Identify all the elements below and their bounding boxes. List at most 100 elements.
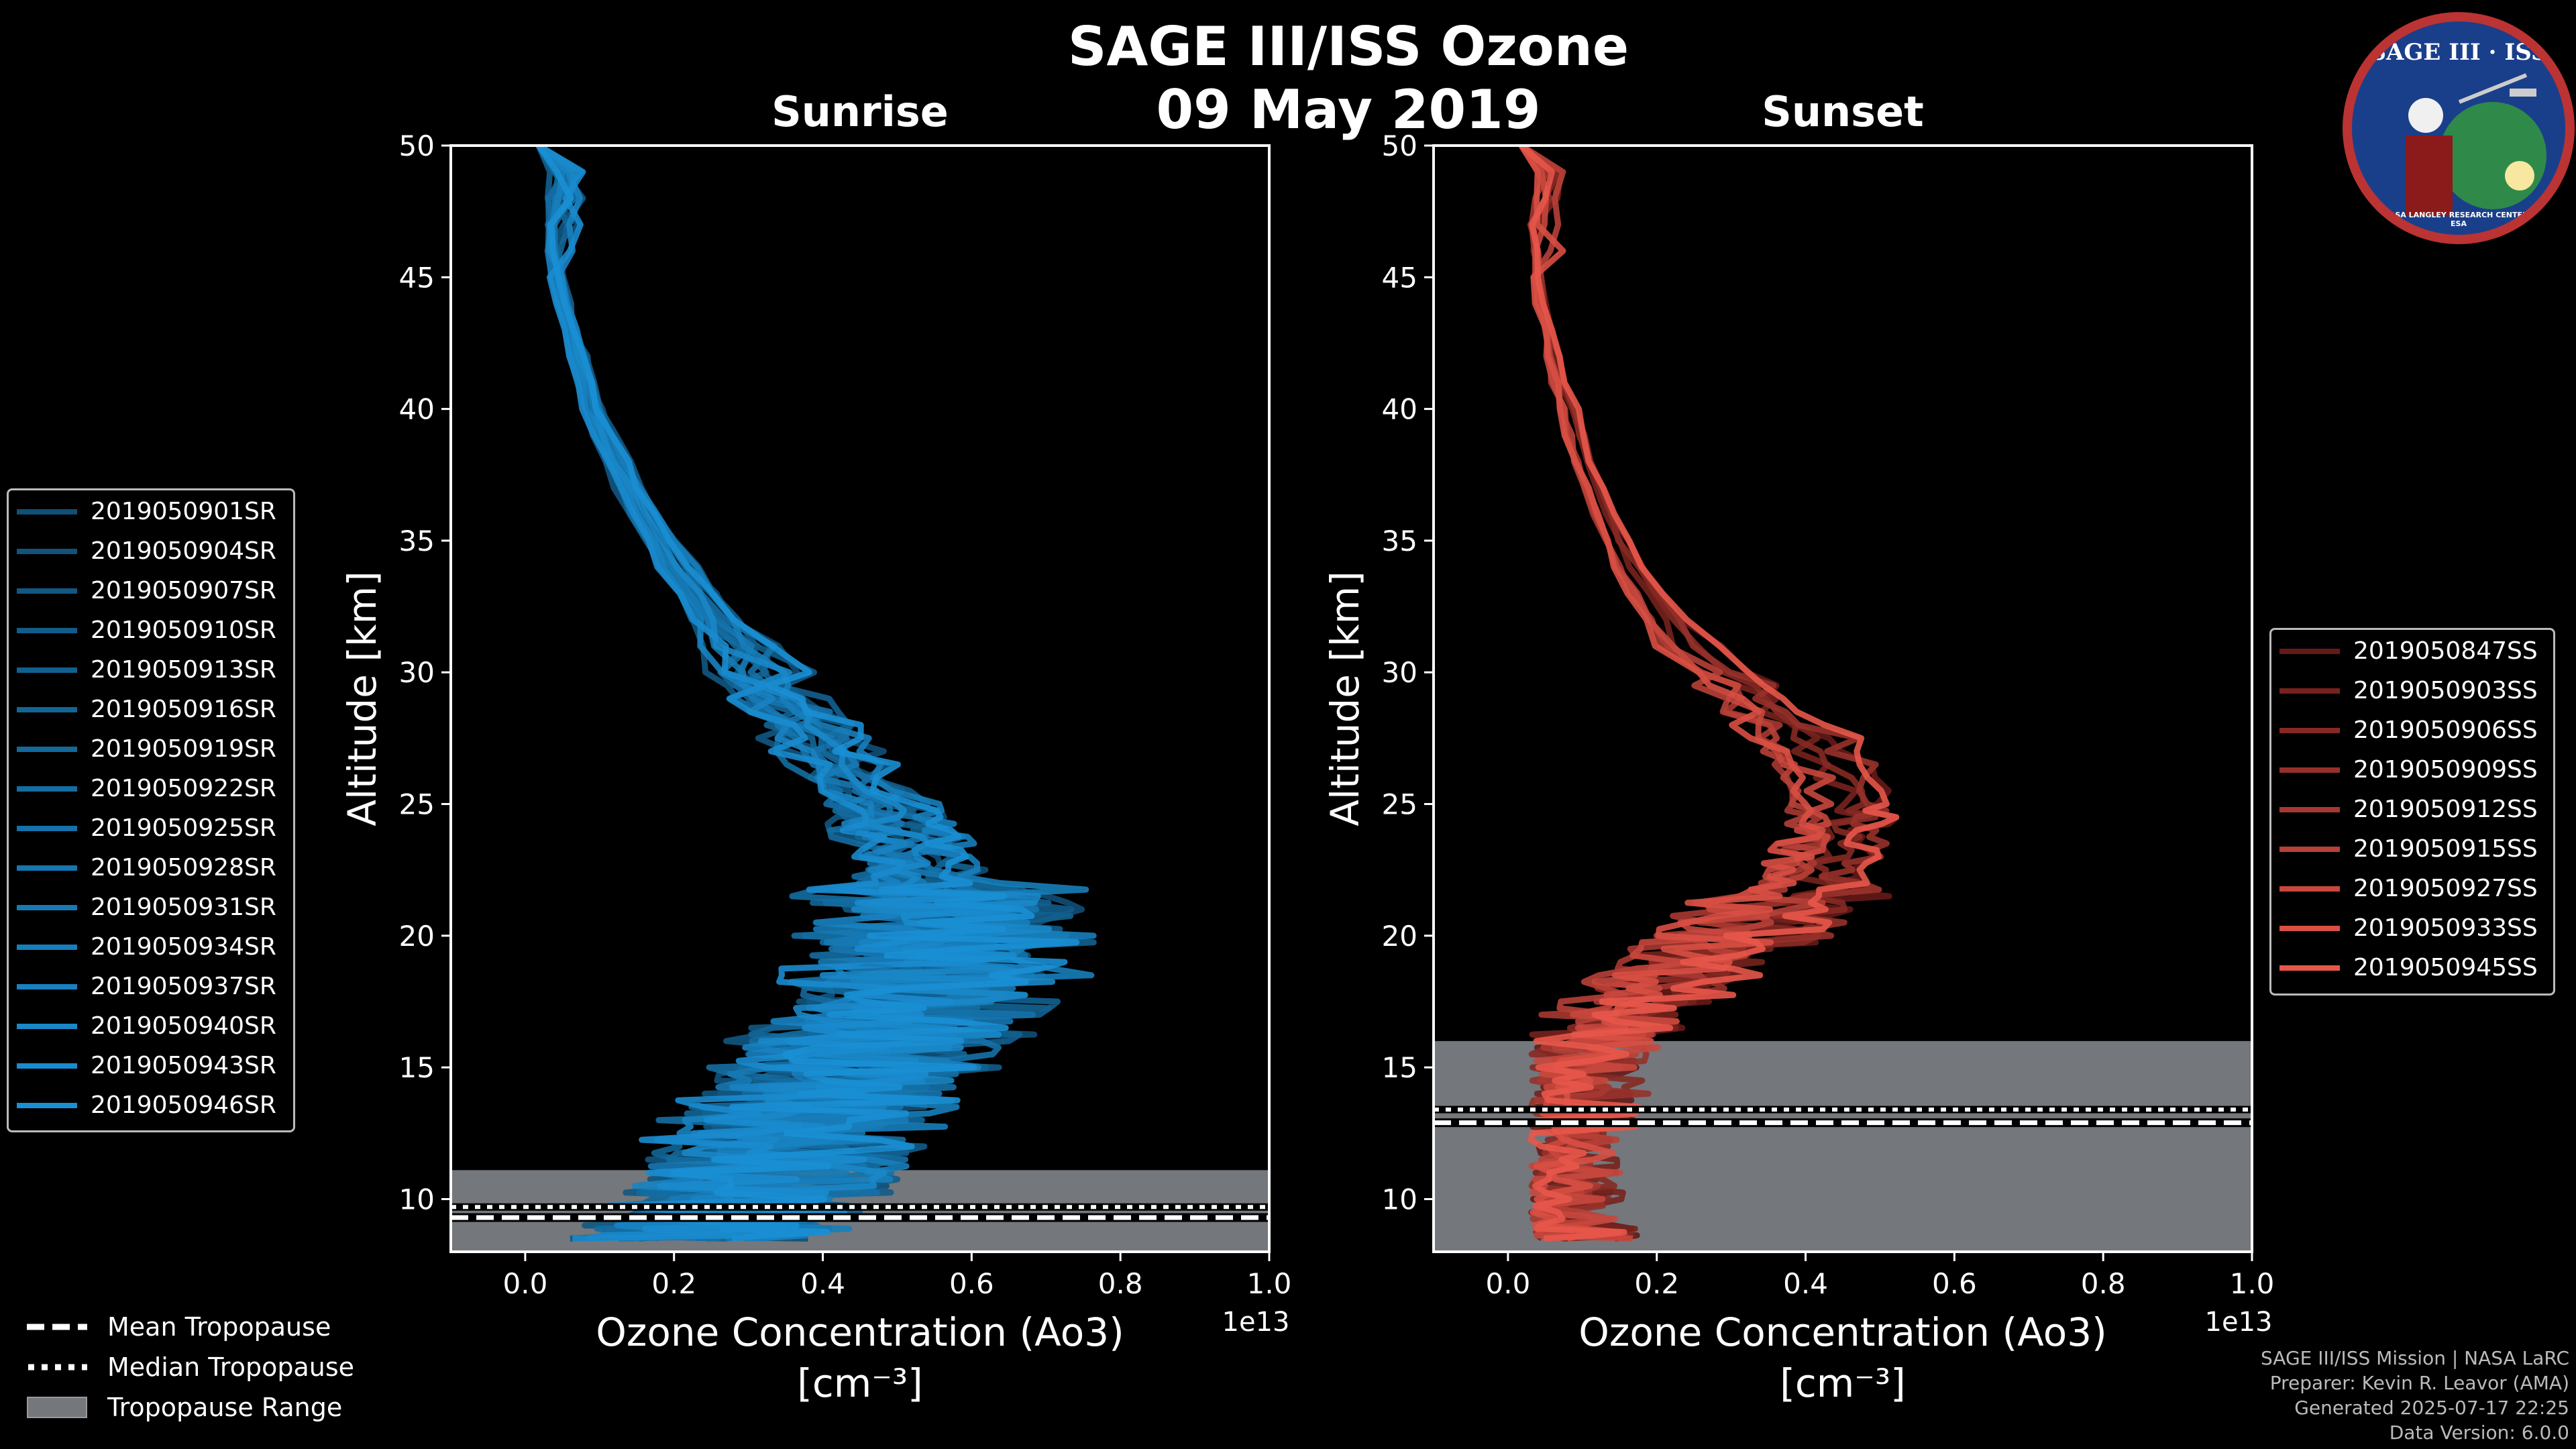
sunrise-legend-item: 2019050946SR (9, 1085, 293, 1125)
dashed-line-swatch (27, 1324, 87, 1330)
sunset-ytick-label: 15 (1382, 1051, 1417, 1084)
sunrise-legend-swatch (17, 825, 77, 831)
sunset-ytick-label: 40 (1382, 393, 1417, 426)
legend-mean-tropopause: Mean Tropopause (27, 1307, 354, 1347)
sunrise-profile-line (536, 146, 1080, 1242)
sunset-legend-swatch (2279, 925, 2340, 931)
sunrise-ytick-label: 30 (399, 656, 435, 689)
sunrise-legend-item: 2019050925SR (9, 808, 293, 848)
sunrise-legend-label: 2019050925SR (91, 814, 276, 842)
sunset-legend-label: 2019050915SS (2353, 835, 2538, 863)
sunrise-legend-item: 2019050937SR (9, 967, 293, 1006)
sunrise-legend-swatch (17, 786, 77, 792)
badge-title: SAGE III · ISS (2369, 39, 2548, 66)
tropopause-legend: Mean Tropopause Median Tropopause Tropop… (27, 1307, 354, 1428)
sunrise-ytick-label: 25 (399, 788, 435, 821)
sunrise-legend-swatch (17, 1102, 77, 1108)
sunrise-y-axis-label: Altitude [km] (339, 571, 385, 826)
sunset-legend-label: 2019050847SS (2353, 637, 2538, 665)
sunrise-legend: 2019050901SR 2019050904SR 2019050907SR 2019… (7, 488, 295, 1132)
sunrise-legend-item: 2019050907SR (9, 571, 293, 610)
sunset-legend-label: 2019050945SS (2353, 954, 2538, 981)
sunrise-profile-line (536, 146, 1017, 1242)
sunrise-legend-label: 2019050913SR (91, 656, 276, 684)
sunrise-legend-label: 2019050919SR (91, 735, 276, 763)
sunrise-legend-label: 2019050922SR (91, 775, 276, 802)
sunset-legend-swatch (2279, 767, 2340, 773)
sunset-legend-item: 2019050912SS (2271, 790, 2553, 829)
sunrise-ytick-label: 10 (399, 1183, 435, 1216)
sunset-legend-swatch (2279, 846, 2340, 852)
sunset-legend-item: 2019050927SS (2271, 869, 2553, 908)
sunset-ytick-label: 10 (1382, 1183, 1417, 1216)
legend-tropopause-range: Tropopause Range (27, 1387, 354, 1428)
sunrise-legend-label: 2019050934SR (91, 933, 276, 961)
chart-date: 09 May 2019 (1156, 78, 1541, 141)
sunset-ytick-label: 30 (1382, 656, 1417, 689)
sunrise-panel-title: Sunrise (771, 87, 949, 136)
sunrise-ytick-label: 15 (399, 1051, 435, 1084)
sunrise-legend-label: 2019050943SR (91, 1052, 276, 1079)
sunrise-legend-swatch (17, 983, 77, 989)
sunset-legend-label: 2019050933SS (2353, 914, 2538, 942)
sunrise-legend-item: 2019050940SR (9, 1006, 293, 1046)
median-tropopause-label: Median Tropopause (107, 1352, 354, 1382)
legend-median-tropopause: Median Tropopause (27, 1347, 354, 1387)
sunset-xtick-label: 1.0 (2230, 1267, 2275, 1300)
sunrise-legend-swatch (17, 667, 77, 673)
sunrise-legend-label: 2019050937SR (91, 973, 276, 1000)
badge-ring-text: BALL · NASA LANGLEY RESEARCH CENTER · TA… (2354, 211, 2563, 228)
sunset-legend-item: 2019050909SS (2271, 750, 2553, 790)
sunrise-plot-area (451, 146, 1269, 1252)
sunrise-legend-item: 2019050934SR (9, 927, 293, 967)
sunrise-legend-item: 2019050901SR (9, 492, 293, 531)
sunset-x-axis-label: Ozone Concentration (Ao3) (1578, 1309, 2107, 1355)
sunrise-legend-item: 2019050943SR (9, 1046, 293, 1085)
sunrise-legend-swatch (17, 706, 77, 712)
sunset-legend-swatch (2279, 806, 2340, 812)
sunrise-ytick-label: 45 (399, 261, 435, 294)
sunrise-legend-swatch (17, 548, 77, 554)
sunrise-x-offset-label: 1e13 (1222, 1307, 1290, 1338)
sunset-legend-label: 2019050909SS (2353, 756, 2538, 784)
sunrise-legend-item: 2019050913SR (9, 650, 293, 690)
sunset-legend-swatch (2279, 648, 2340, 654)
sunset-y-axis-label: Altitude [km] (1322, 571, 1368, 826)
sunrise-legend-swatch (17, 588, 77, 594)
sunset-xtick-label: 0.8 (2081, 1267, 2126, 1300)
sunrise-legend-item: 2019050928SR (9, 848, 293, 888)
badge-emblem: SAGE III · ISS BALL · NASA LANGLEY RESEA… (2352, 21, 2565, 235)
footer-version: Data Version: 6.0.0 (2389, 1421, 2569, 1444)
sage-mission-badge: SAGE III · ISS BALL · NASA LANGLEY RESEA… (2343, 12, 2575, 244)
sunset-profile-line (1519, 146, 1836, 1242)
sunrise-legend-label: 2019050946SR (91, 1091, 276, 1119)
sunrise-legend-label: 2019050904SR (91, 537, 276, 565)
sunrise-legend-label: 2019050907SR (91, 577, 276, 604)
sunrise-legend-item: 2019050904SR (9, 531, 293, 571)
sunrise-legend-label: 2019050928SR (91, 854, 276, 881)
sunset-legend-item: 2019050903SS (2271, 671, 2553, 710)
sunrise-legend-swatch (17, 944, 77, 950)
sunset-legend-item: 2019050945SS (2271, 948, 2553, 987)
sunrise-xtick-label: 1.0 (1247, 1267, 1292, 1300)
sunrise-x-axis-label: Ozone Concentration (Ao3) (596, 1309, 1124, 1355)
range-swatch (27, 1397, 87, 1418)
sunrise-legend-label: 2019050910SR (91, 616, 276, 644)
sunset-profile-line (1519, 146, 1826, 1242)
sunrise-legend-swatch (17, 746, 77, 752)
sunset-legend-swatch (2279, 727, 2340, 733)
sunset-xtick-label: 0.6 (1932, 1267, 1977, 1300)
sunset-x-offset-label: 1e13 (2205, 1307, 2273, 1338)
footer-generated: Generated 2025-07-17 22:25 (2294, 1397, 2569, 1419)
sunrise-legend-swatch (17, 1023, 77, 1029)
mean-tropopause-label: Mean Tropopause (107, 1312, 331, 1342)
sunrise-legend-label: 2019050916SR (91, 696, 276, 723)
sunset-ytick-label: 25 (1382, 788, 1417, 821)
sunset-legend-label: 2019050906SS (2353, 716, 2538, 744)
sunset-legend-label: 2019050912SS (2353, 796, 2538, 823)
sunset-panel-title: Sunset (1762, 87, 1924, 136)
sunset-legend-label: 2019050927SS (2353, 875, 2538, 902)
sunset-legend-swatch (2279, 688, 2340, 694)
sunrise-legend-swatch (17, 508, 77, 515)
